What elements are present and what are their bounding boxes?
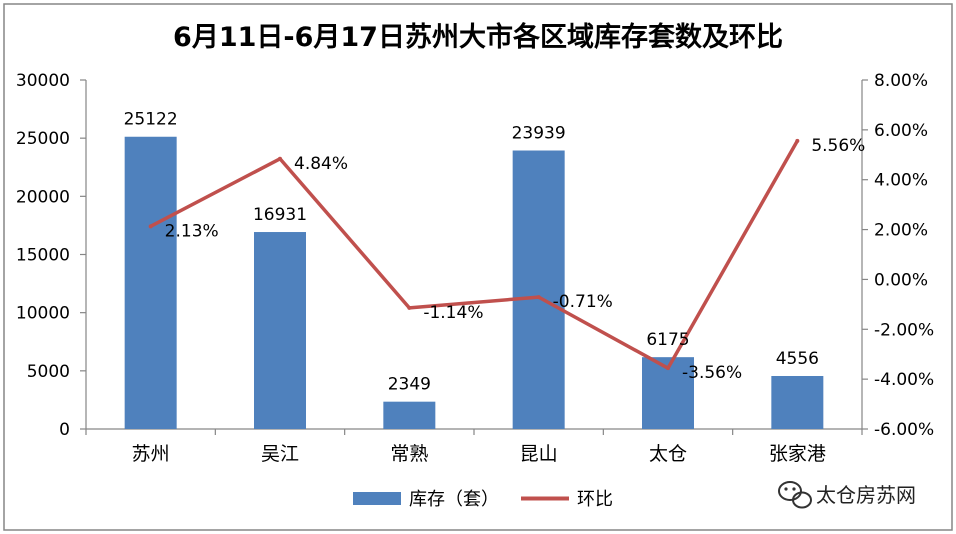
bar-value-label: 6175 [646,330,689,350]
right-tick-label: 4.00% [874,171,928,191]
right-tick-label: 6.00% [874,121,928,141]
ratio-value-label: 5.56% [811,136,865,156]
ratio-point [407,305,412,310]
ratio-point [148,224,153,229]
x-category-label: 常熟 [390,443,428,465]
ratio-value-label: -1.14% [423,303,483,323]
legend-label-ratio: 环比 [577,489,613,510]
right-tick-label: 0.00% [874,270,928,290]
data-labels: 25122 16931 2349 23939 6175 4556 2.13% 4.84% -1.… [124,110,866,395]
right-tick-label: 8.00% [874,71,928,91]
bar [254,232,306,429]
x-category-label: 昆山 [520,443,558,465]
left-tick-label: 0 [59,420,70,440]
left-tick-label: 30000 [16,71,70,91]
axes: 0 5000 10000 15000 20000 25000 30000 -6.00% -4.0… [16,71,934,465]
line-series [148,138,800,371]
ratio-line [149,139,799,370]
left-tick-label: 5000 [27,362,70,382]
bar [771,375,824,429]
ratio-value-label: -3.56% [682,363,742,383]
legend-swatch-inventory [353,492,401,505]
x-category-label: 张家港 [769,443,826,465]
bar [124,136,177,429]
ratio-point [278,156,282,161]
left-tick-label: 20000 [16,187,70,207]
ratio-value-label: 2.13% [165,221,219,241]
legend: 库存（套） 环比 [353,489,613,510]
x-category-label: 太仓 [649,443,687,465]
chart-title: 6月11日-6月17日苏州大市各区域库存套数及环比 [173,21,783,53]
bar-series [124,136,824,429]
left-tick-label: 15000 [16,246,70,266]
ratio-point [795,138,800,143]
bar-value-label: 23939 [512,124,566,144]
bar-value-label: 2349 [388,375,431,395]
left-tick-label: 25000 [16,129,70,149]
bar [383,401,436,429]
legend-label-inventory: 库存（套） [409,489,499,510]
x-category-label: 吴江 [261,443,299,465]
bar-value-label: 4556 [776,349,819,369]
ratio-point [666,366,670,371]
watermark: 太仓房苏网 [778,481,916,509]
ratio-value-label: -0.71% [553,292,613,312]
right-tick-label: 2.00% [874,221,928,241]
bar [512,150,565,429]
ratio-value-label: 4.84% [294,154,348,174]
ratio-point [536,295,541,300]
right-tick-label: -4.00% [874,370,934,390]
right-tick-label: -6.00% [874,420,934,440]
watermark-text: 太仓房苏网 [816,483,916,507]
x-category-label: 苏州 [132,443,170,465]
left-tick-label: 10000 [16,304,70,324]
bar-value-label: 16931 [253,205,307,225]
wechat-icon [778,481,812,509]
right-tick-label: -2.00% [874,320,934,340]
bar-value-label: 25122 [124,110,178,130]
